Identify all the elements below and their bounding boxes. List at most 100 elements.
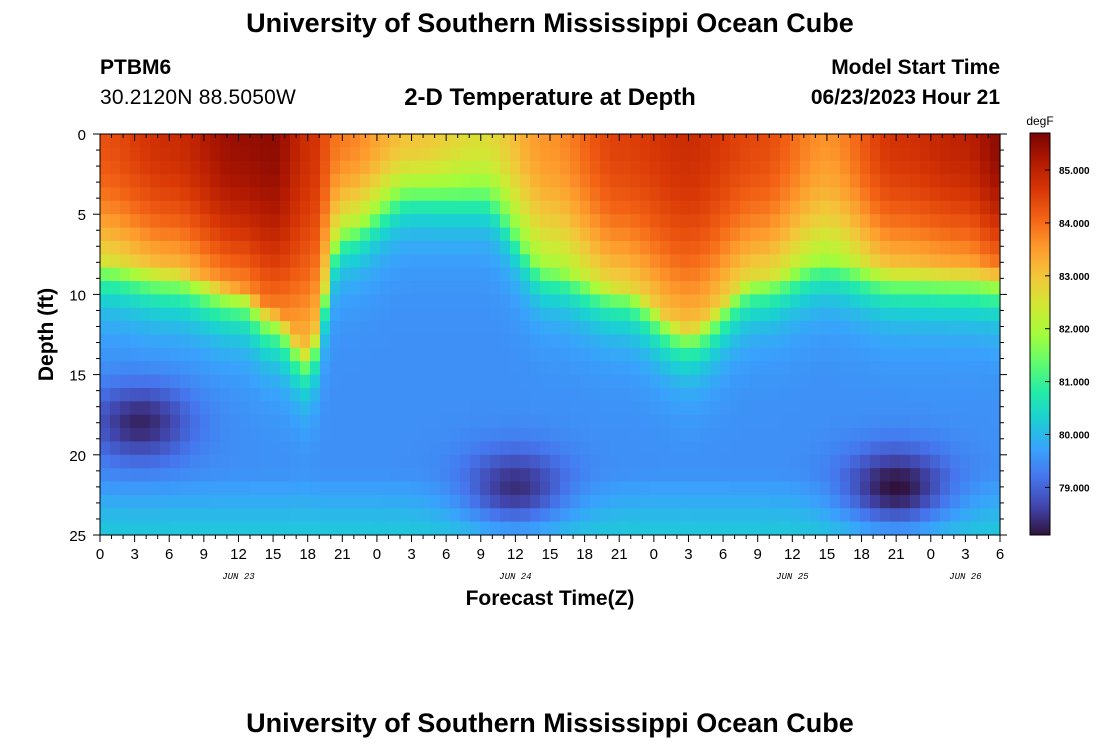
heatmap-cell [340, 267, 351, 282]
heatmap-cell [820, 214, 831, 229]
heatmap-cell [110, 387, 121, 402]
heatmap-cell [450, 508, 461, 523]
heatmap-cell [670, 521, 681, 536]
heatmap-cell [790, 347, 801, 362]
heatmap-cell [560, 214, 571, 229]
heatmap-cell [890, 468, 901, 483]
heatmap-cell [710, 374, 721, 389]
heatmap-cell [270, 267, 281, 282]
heatmap-cell [620, 521, 631, 536]
heatmap-cell [990, 227, 1001, 242]
heatmap-cell [230, 401, 241, 416]
heatmap-cell [520, 294, 531, 309]
heatmap-cell [900, 494, 911, 509]
heatmap-cell [680, 414, 691, 429]
heatmap-cell [290, 414, 301, 429]
heatmap-cell [900, 294, 911, 309]
heatmap-cell [690, 454, 701, 469]
heatmap-cell [550, 454, 561, 469]
heatmap-cell [700, 214, 711, 229]
heatmap-cell [460, 508, 471, 523]
heatmap-cell [150, 200, 161, 215]
heatmap-cell [410, 521, 421, 536]
heatmap-cell [310, 254, 321, 269]
heatmap-cell [110, 200, 121, 215]
heatmap-cell [970, 508, 981, 523]
heatmap-cell [810, 281, 821, 295]
heatmap-cell [740, 214, 751, 229]
heatmap-cell [720, 441, 731, 456]
heatmap-cell [490, 521, 501, 536]
heatmap-cell [510, 454, 521, 469]
heatmap-cell [380, 200, 391, 215]
heatmap-cell [710, 160, 721, 175]
heatmap-cell [330, 481, 341, 496]
heatmap-cell [180, 441, 191, 456]
heatmap-cell [400, 307, 411, 322]
heatmap-cell [500, 428, 511, 443]
heatmap-cell [650, 334, 661, 349]
heatmap-cell [600, 267, 611, 282]
heatmap-cell [500, 254, 511, 269]
heatmap-cell [350, 254, 361, 269]
heatmap-cell [680, 227, 691, 242]
heatmap-cell [220, 200, 231, 215]
heatmap-cell [910, 267, 921, 282]
heatmap-cell [920, 281, 931, 295]
heatmap-cell [740, 441, 751, 456]
heatmap-cell [830, 267, 841, 282]
heatmap-cell [630, 307, 641, 322]
heatmap-cell [200, 294, 211, 309]
heatmap-cell [580, 174, 591, 189]
heatmap-cell [620, 200, 631, 215]
heatmap-cell [720, 227, 731, 242]
heatmap-cell [130, 254, 141, 269]
heatmap-cell [970, 321, 981, 336]
heatmap-cell [290, 307, 301, 322]
heatmap-cell [690, 521, 701, 536]
heatmap-cell [160, 254, 171, 269]
heatmap-cell [330, 174, 341, 189]
heatmap-cell [450, 281, 461, 295]
heatmap-cell [490, 240, 501, 255]
heatmap-cell [640, 254, 651, 269]
heatmap-cell [660, 294, 671, 309]
heatmap-cell [200, 200, 211, 215]
heatmap-cell [870, 414, 881, 429]
heatmap-cell [600, 254, 611, 269]
heatmap-cell [710, 134, 721, 148]
heatmap-cell [390, 294, 401, 309]
heatmap-cell [730, 508, 741, 523]
heatmap-cell [810, 374, 821, 389]
heatmap-cell [660, 267, 671, 282]
heatmap-cell [340, 441, 351, 456]
heatmap-cell [440, 481, 451, 496]
heatmap-cell [780, 387, 791, 402]
heatmap-cell [570, 267, 581, 282]
heatmap-cell [160, 334, 171, 349]
heatmap-cell [790, 361, 801, 376]
heatmap-cell [440, 174, 451, 189]
heatmap-cell [110, 468, 121, 483]
heatmap-cell [140, 227, 151, 242]
heatmap-cell [670, 428, 681, 443]
heatmap-cell [160, 347, 171, 362]
heatmap-cell [660, 414, 671, 429]
heatmap-cell [680, 481, 691, 496]
heatmap-cell [810, 240, 821, 255]
heatmap-cell [410, 441, 421, 456]
heatmap-cell [260, 200, 271, 215]
heatmap-cell [420, 227, 431, 242]
heatmap-cell [610, 187, 621, 202]
heatmap-cell [310, 347, 321, 362]
heatmap-cell [440, 387, 451, 402]
date-label: JUN 26 [949, 572, 982, 582]
heatmap-cell [820, 387, 831, 402]
heatmap-cell [460, 414, 471, 429]
heatmap-cell [450, 321, 461, 336]
heatmap-cell [630, 187, 641, 202]
heatmap-cell [740, 454, 751, 469]
heatmap-cell [350, 387, 361, 402]
heatmap-cell [510, 468, 521, 483]
heatmap-cell [950, 307, 961, 322]
